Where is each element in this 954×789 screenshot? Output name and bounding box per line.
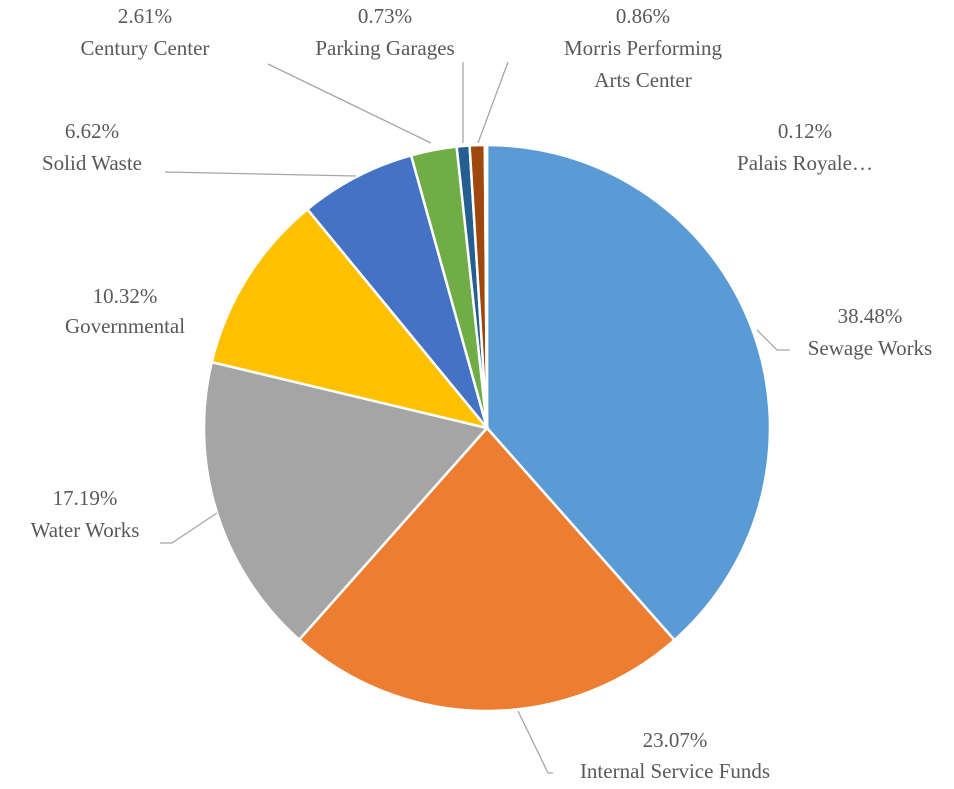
value-label: 2.61% [118,4,172,28]
slice [483,143,489,429]
pie [202,143,772,713]
category-label: Governmental [65,314,185,338]
value-label: 6.62% [65,119,119,143]
category-label: Palais Royale… [737,151,873,175]
value-label: 0.12% [778,119,832,143]
value-label: 38.48% [838,304,903,328]
category-label: Morris Performing Arts Center [564,36,723,92]
slice [305,153,489,429]
leader-lines [160,61,790,774]
category-label: Water Works [31,518,140,542]
leader-line [756,329,790,351]
value-label: 23.07% [643,728,708,752]
slice [202,360,490,642]
slice [297,426,677,713]
value-label: 0.86% [616,4,670,28]
slice [210,207,491,431]
category-label: Century Center [81,36,210,60]
slice [485,143,772,642]
value-label: 10.32% [93,284,158,308]
leader-line [267,63,432,144]
leader-line [517,710,553,774]
category-label: Solid Waste [42,151,142,175]
leader-line [160,512,218,544]
leader-line [164,171,357,177]
value-label: 17.19% [53,486,118,510]
category-label: Sewage Works [808,336,932,360]
data-labels: 38.48% Sewage Works 23.07% Internal Service… [31,4,933,783]
value-label: 0.73% [358,4,412,28]
category-label: Internal Service Funds [580,759,770,783]
category-label: Parking Garages [315,36,454,60]
leader-line [477,61,509,144]
